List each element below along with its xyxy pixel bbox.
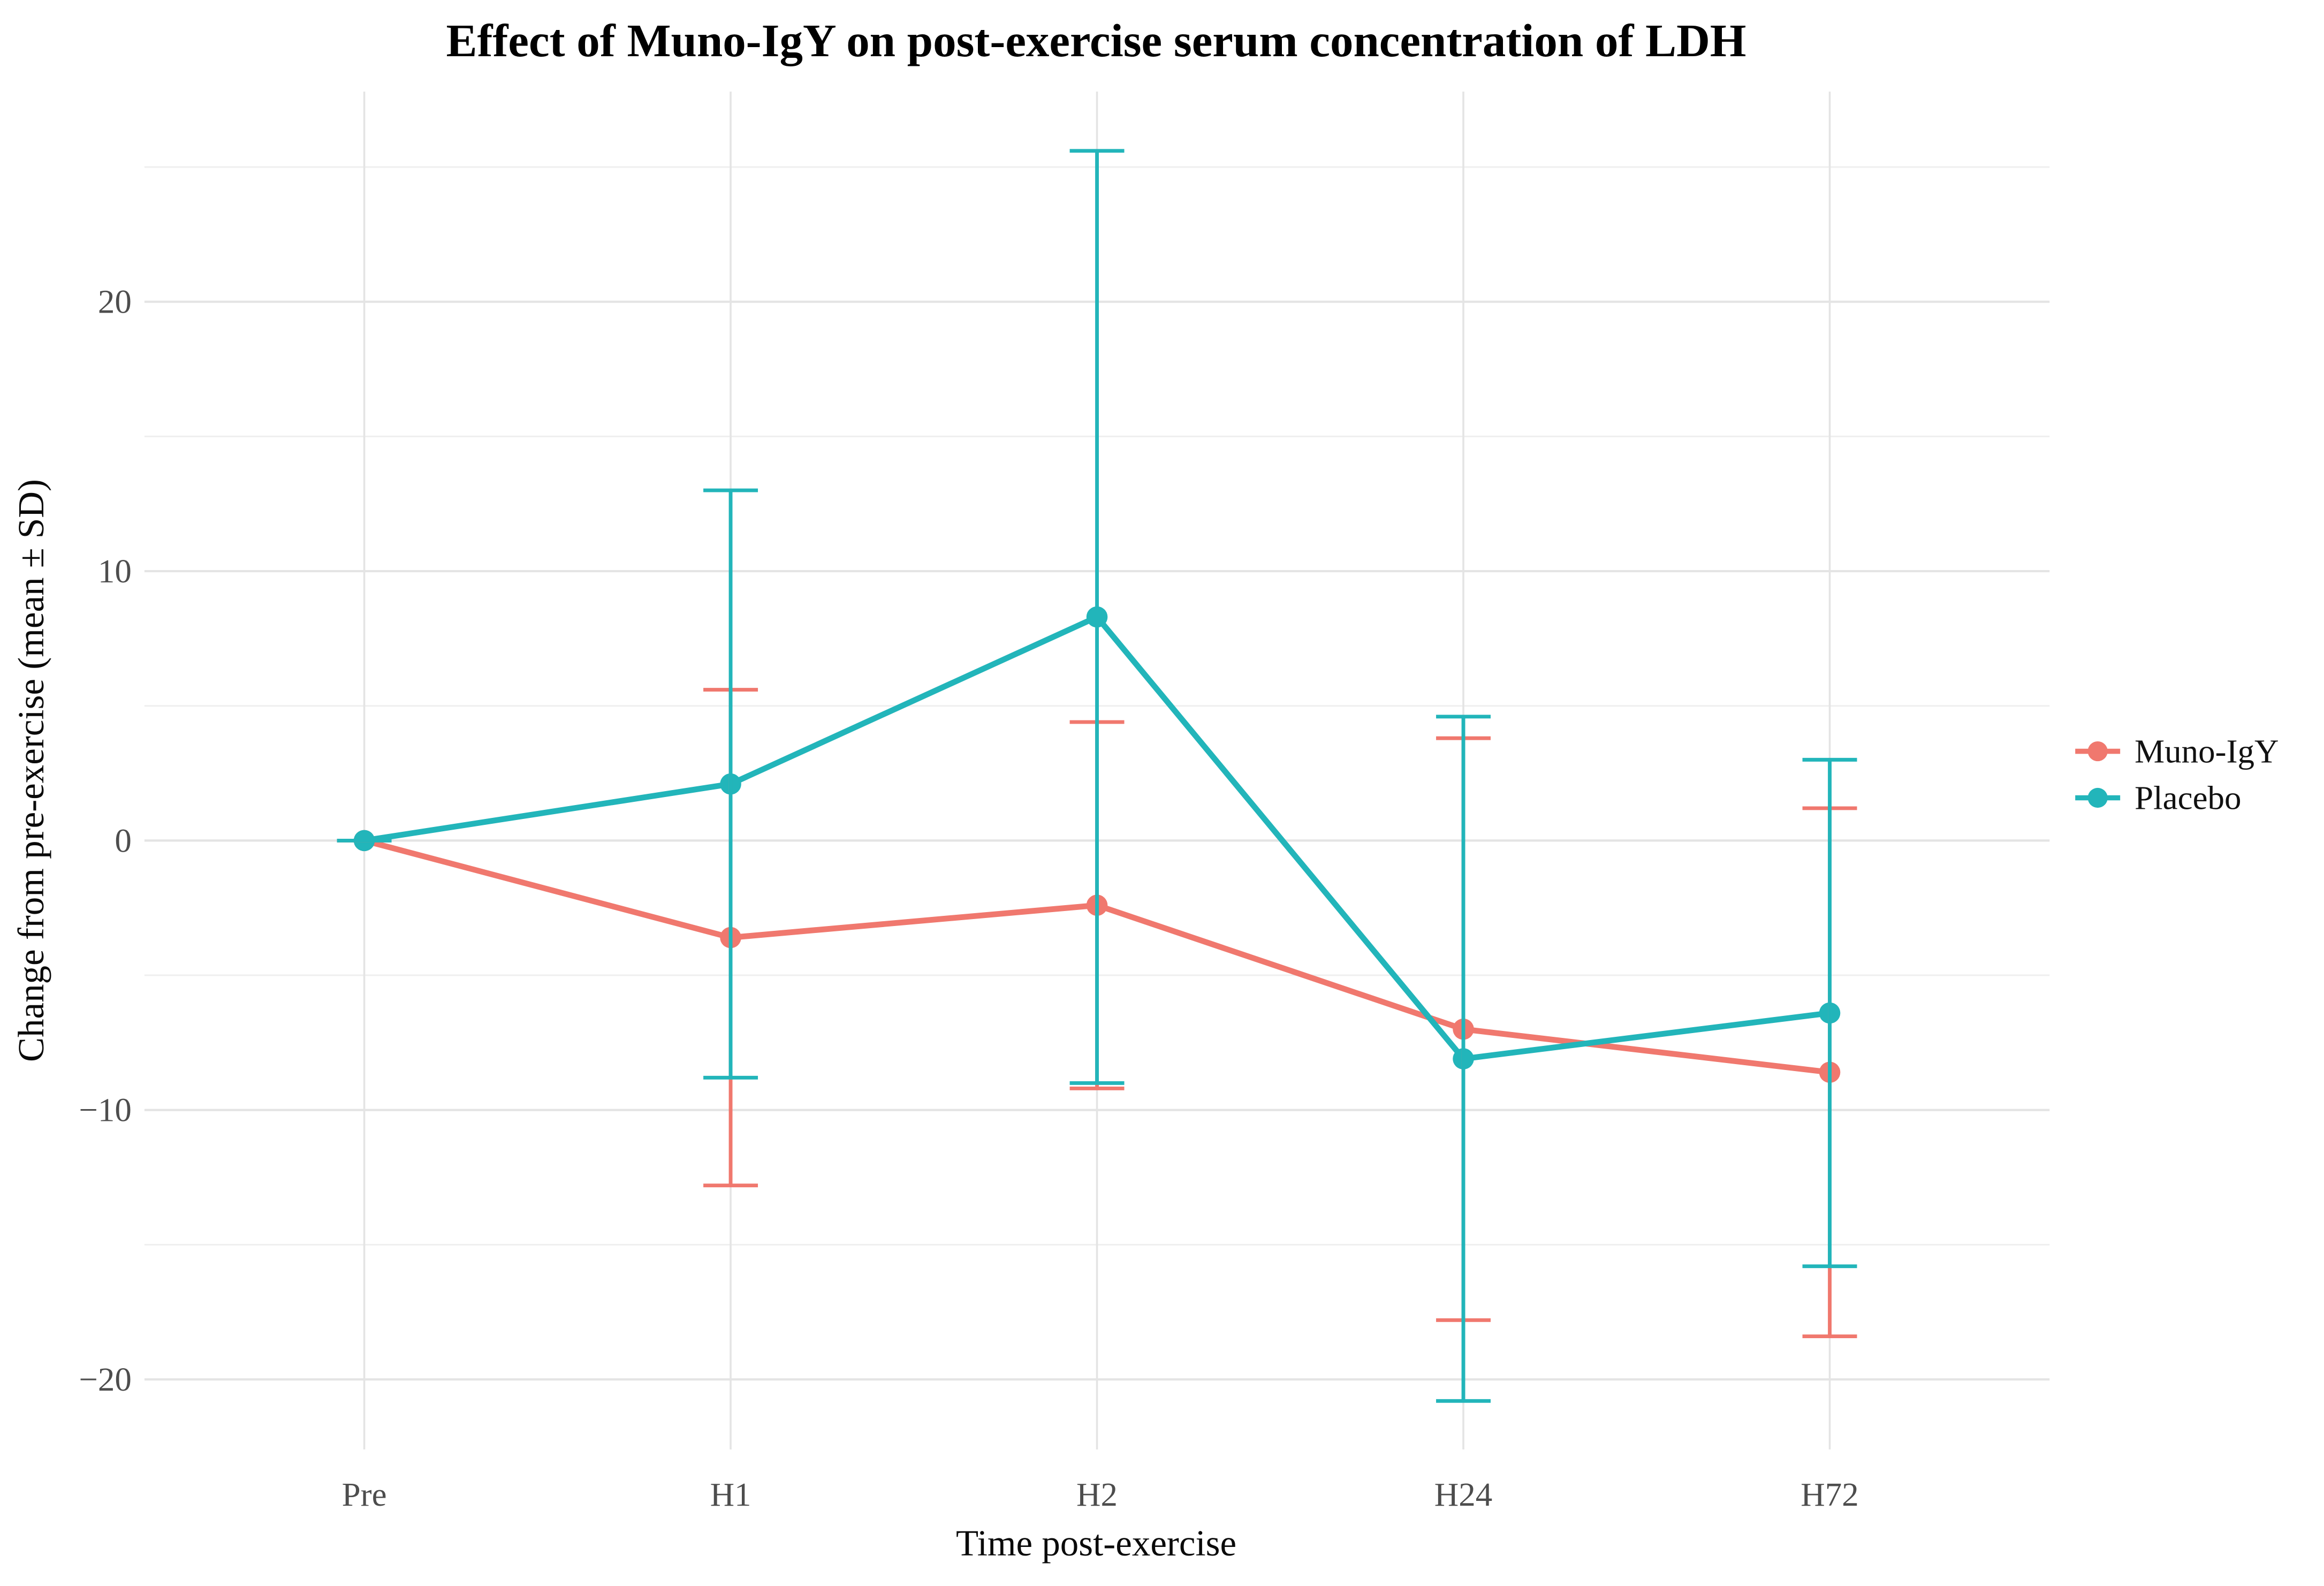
y-tick-label: 0 — [115, 822, 131, 859]
y-tick-label: 10 — [98, 552, 132, 590]
y-tick-label: −20 — [79, 1361, 131, 1398]
tick-labels-layer: −20 −10 0 10 20 Pre H1 H2 H24 H72 — [79, 283, 1858, 1513]
legend-item-placebo: Placebo — [2075, 779, 2242, 816]
plot-area — [337, 149, 1857, 1403]
x-tick-label: H1 — [710, 1476, 751, 1513]
chart-title: Effect of Muno-IgY on post-exercise seru… — [446, 15, 1746, 66]
legend-key-point — [2087, 741, 2108, 762]
x-axis-title: Time post-exercise — [956, 1523, 1236, 1564]
legend-item-muno-igy: Muno-IgY — [2075, 733, 2279, 770]
y-tick-label: −10 — [79, 1091, 131, 1129]
x-tick-label: H72 — [1801, 1476, 1858, 1513]
legend-item-label: Muno-IgY — [2135, 733, 2279, 770]
legend-item-label: Placebo — [2135, 779, 2241, 816]
legend: Muno-IgY Placebo — [2075, 733, 2279, 816]
x-tick-label: H2 — [1076, 1476, 1118, 1513]
legend-key-point — [2087, 787, 2108, 808]
y-tick-label: 20 — [98, 283, 132, 321]
x-tick-label: H24 — [1434, 1476, 1492, 1513]
x-tick-label: Pre — [342, 1476, 387, 1513]
y-axis-title: Change from pre-exercise (mean ± SD) — [11, 479, 51, 1062]
